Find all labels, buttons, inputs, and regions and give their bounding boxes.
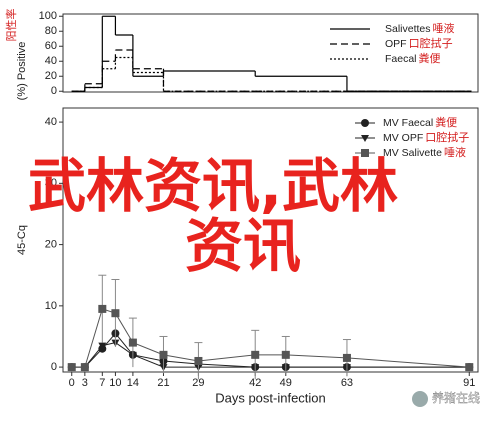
marker — [194, 356, 203, 365]
marker — [67, 363, 76, 372]
overlay-text: 资讯 — [185, 212, 301, 280]
marker — [80, 363, 89, 372]
marker — [128, 338, 137, 347]
legend-label: MV Salivette — [383, 147, 442, 159]
y-tick-label: 20 — [45, 239, 57, 251]
x-tick-label: 21 — [157, 377, 169, 389]
y-tick-label: 30 — [45, 177, 57, 189]
legend-annotation: 粪便 — [435, 115, 457, 129]
marker — [98, 342, 107, 350]
x-tick-label: 0 — [69, 377, 75, 389]
x-tick-label: 14 — [127, 377, 139, 389]
marker — [111, 309, 120, 318]
marker — [281, 350, 290, 359]
x-tick-label: 7 — [99, 377, 105, 389]
y-tick-label: 40 — [45, 116, 57, 128]
watermark: 养猪在线 — [412, 390, 480, 407]
y-tick-label: 0 — [51, 85, 57, 97]
y-tick-label: 0 — [51, 361, 57, 373]
y-tick-label: 10 — [45, 300, 57, 312]
legend-annotation: 唾液 — [444, 145, 466, 159]
marker — [251, 350, 260, 359]
watermark-text: 养猪在线 — [432, 390, 480, 405]
x-tick-label: 91 — [463, 377, 475, 389]
plot-frame — [62, 13, 479, 93]
x-tick-label: 49 — [280, 377, 292, 389]
x-tick-label: 10 — [109, 377, 121, 389]
y-tick-label: 60 — [45, 40, 57, 52]
overlay-text: 武林资讯,武林 — [28, 152, 398, 220]
series — [71, 56, 472, 92]
legend-label: MV Faecal — [383, 117, 433, 129]
series — [67, 274, 474, 380]
y-axis-label: (%) Positive — [16, 42, 28, 101]
legend-marker — [361, 119, 369, 127]
legend-annotation: 唾液 — [433, 21, 455, 35]
legend-marker — [361, 149, 369, 157]
x-tick-label: 63 — [341, 377, 353, 389]
marker — [342, 353, 351, 362]
y-tick-label: 80 — [45, 25, 57, 37]
y-tick-label: 100 — [39, 10, 57, 22]
y-tick-label: 20 — [45, 70, 57, 82]
legend-annotation: 粪便 — [419, 51, 441, 65]
marker — [465, 363, 474, 372]
legend-label: Salivettes — [385, 23, 431, 35]
legend-label: MV OPF — [383, 132, 423, 144]
plot-frame — [62, 107, 479, 373]
y-axis-annotation: 阳性率 — [4, 9, 18, 42]
legend-label: OPF — [385, 38, 407, 50]
watermark-icon — [412, 391, 428, 407]
y-axis-label: 45-Cq — [16, 225, 28, 255]
marker — [159, 350, 168, 359]
x-tick-label: 29 — [192, 377, 204, 389]
legend-label: Faecal — [385, 53, 417, 65]
y-tick-label: 40 — [45, 55, 57, 67]
x-tick-label: 3 — [82, 377, 88, 389]
x-axis-label: Days post-infection — [215, 390, 326, 405]
legend-marker — [361, 135, 369, 142]
marker — [98, 304, 107, 313]
x-tick-label: 42 — [249, 377, 261, 389]
legend-annotation: 口腔拭子 — [409, 36, 453, 50]
legend-annotation: 口腔拭子 — [425, 130, 469, 144]
